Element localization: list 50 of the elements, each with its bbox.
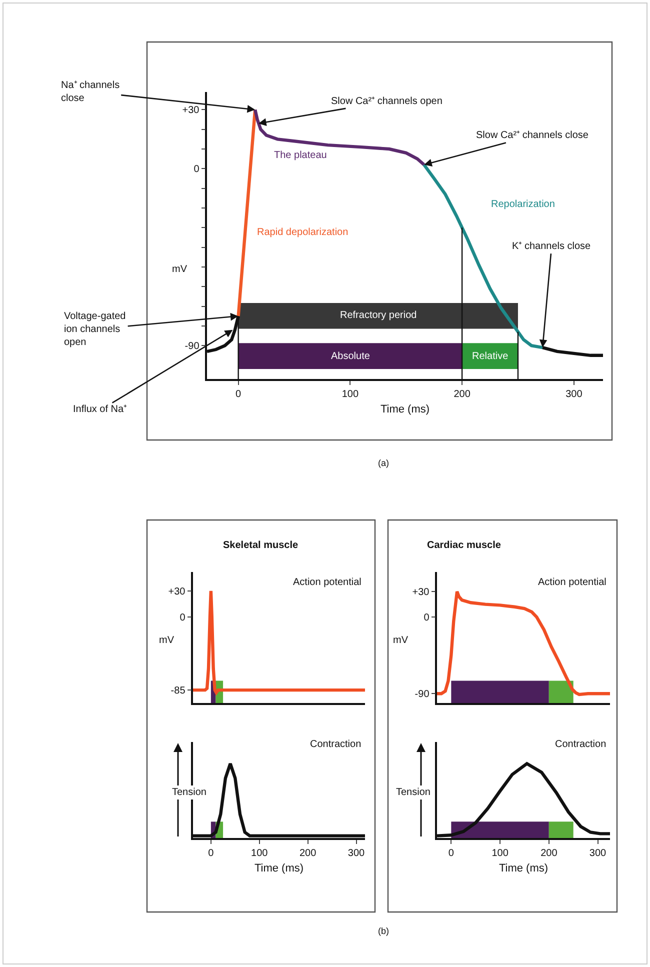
text: Action potential [293,577,362,588]
x-axis-title: Time (ms) [254,862,304,874]
annotation: Slow Ca²⁺ channels close [476,130,589,141]
y-axis-title: Tension [396,787,430,798]
series-label: The plateau [274,150,327,161]
text: (a) [378,458,389,468]
y-tick-label: +30 [412,587,430,598]
x-tick-label: 300 [566,388,583,400]
y-tick-label: -90 [414,689,430,700]
x-tick-label: 0 [208,848,214,859]
annotation: Voltage-gated ion channels open [64,311,126,348]
x-tick-label: 300 [348,848,366,859]
chart-subtitle: Contraction [555,739,606,750]
y-tick-label: 0 [194,164,200,176]
y-axis-title: Tension [172,787,206,798]
x-tick-label: 100 [492,848,509,859]
x-tick-label: 0 [236,388,242,400]
annotation: K⁺ channels close [512,241,592,252]
band-label: Refractory period [340,310,417,321]
x-tick-label: 100 [251,848,268,859]
chart-title: Cardiac muscle [427,540,502,551]
y-tick-label: 0 [180,612,186,624]
annotation: Na⁺ channels close [61,80,120,104]
chart-subtitle: Contraction [310,739,362,750]
annotation: Slow Ca²⁺ channels open [331,96,442,107]
y-tick-label: +30 [168,586,186,598]
line-series [437,590,610,696]
series-label: Rapid depolarization [257,227,348,238]
band-label: Absolute [331,351,370,362]
text: (b) [378,926,389,936]
y-axis-title: mV [172,264,188,275]
x-tick-label: 100 [342,388,359,400]
x-tick-label: 0 [448,848,454,859]
y-tick-label: +30 [182,105,200,116]
y-axis-title: mV [393,635,408,646]
x-tick-label: 300 [589,848,607,859]
x-tick-label: 200 [540,848,558,859]
x-tick-label: 200 [299,848,317,859]
chart-title: Skeletal muscle [223,540,298,551]
band-label: Relative [472,351,509,362]
y-tick-label: -85 [170,686,186,697]
x-tick-label: 200 [454,388,471,400]
text: Repolarization [491,199,555,210]
annotation: Influx of Na⁺ [73,404,128,415]
x-axis-title: Time (ms) [498,862,548,874]
y-tick-label: -90 [184,341,200,352]
text: Action potential [538,577,606,588]
y-tick-label: 0 [424,612,430,624]
y-axis-title: mV [159,635,174,646]
x-axis-title: Time (ms) [380,403,430,416]
